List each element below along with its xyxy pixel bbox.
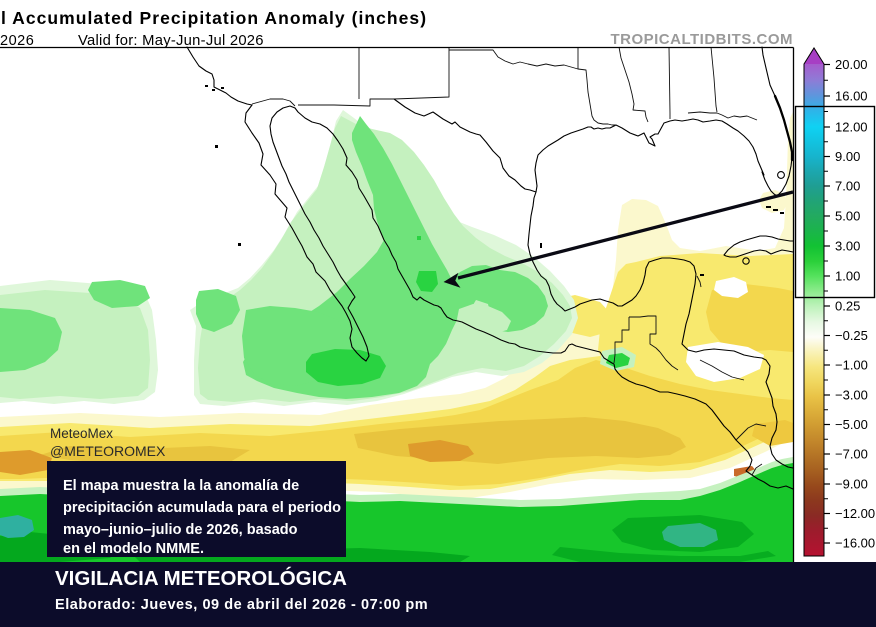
svg-text:en el modelo NMME.: en el modelo NMME. xyxy=(63,541,204,557)
svg-text:Elaborado: Jueves, 09 de abril: Elaborado: Jueves, 09 de abril del 2026 … xyxy=(55,597,428,613)
svg-text:20.00: 20.00 xyxy=(835,57,868,72)
svg-text:El mapa muestra la la anomalía: El mapa muestra la la anomalía de xyxy=(63,478,299,494)
svg-text:−3.00: −3.00 xyxy=(835,388,868,403)
svg-text:l Accumulated Precipitation An: l Accumulated Precipitation Anomaly (inc… xyxy=(1,8,427,28)
svg-text:VIGILACIA METEOROLÓGICA: VIGILACIA METEOROLÓGICA xyxy=(55,566,347,590)
svg-text:−16.00: −16.00 xyxy=(835,536,875,551)
svg-text:−7.00: −7.00 xyxy=(835,447,868,462)
svg-text:5.00: 5.00 xyxy=(835,209,860,224)
svg-text:MeteoMex: MeteoMex xyxy=(50,426,113,441)
svg-text:precipitación acumulada para e: precipitación acumulada para el periodo xyxy=(63,500,341,516)
svg-text:@METEOROMEX: @METEOROMEX xyxy=(50,443,166,459)
svg-text:0.25: 0.25 xyxy=(835,299,860,314)
svg-text:−1.00: −1.00 xyxy=(835,358,868,373)
svg-text:9.00: 9.00 xyxy=(835,149,860,164)
svg-text:−12.00: −12.00 xyxy=(835,506,875,521)
svg-text:12.00: 12.00 xyxy=(835,120,868,135)
svg-text:−5.00: −5.00 xyxy=(835,417,868,432)
svg-text:TROPICALTIDBITS.COM: TROPICALTIDBITS.COM xyxy=(610,31,793,48)
svg-text:16.00: 16.00 xyxy=(835,89,868,104)
svg-text:2026: 2026 xyxy=(0,33,34,49)
svg-text:Valid for: May-Jun-Jul 2026: Valid for: May-Jun-Jul 2026 xyxy=(78,33,264,49)
svg-text:1.00: 1.00 xyxy=(835,269,860,284)
svg-text:7.00: 7.00 xyxy=(835,179,860,194)
svg-text:3.00: 3.00 xyxy=(835,239,860,254)
svg-text:−0.25: −0.25 xyxy=(835,328,868,343)
svg-text:−9.00: −9.00 xyxy=(835,477,868,492)
svg-text:mayo–junio–julio de 2026, basa: mayo–junio–julio de 2026, basado xyxy=(63,522,298,538)
